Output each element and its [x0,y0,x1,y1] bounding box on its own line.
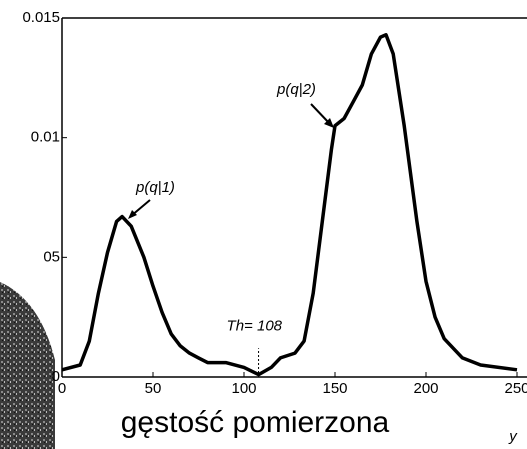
x-tick-label: 0 [58,380,66,397]
x-axis-symbol: y [508,428,518,445]
background-image [0,282,55,449]
x-tick-label: 150 [322,380,347,397]
annotation-arrow [310,103,331,125]
y-tick-label: 0.015 [22,9,60,26]
annotation-arrowhead [324,118,334,128]
data-line [61,33,518,377]
annotation: p(q|1) [135,179,175,196]
y-tick-label: 0 [52,368,60,385]
x-tick-label: 100 [231,380,256,397]
x-axis-label: gęstość pomierzona [121,406,390,439]
x-tick-label: 200 [413,380,438,397]
x-tick-label: 50 [145,380,162,397]
x-tick-label: 250 [504,380,527,397]
y-tick-label: 0.01 [31,129,60,146]
plot-area: 0 05 0.01 0.015 0 50 100 150 200 250 Th= 108 [22,9,527,397]
annotation: p(q|2) [276,81,316,98]
y-tick-label: 05 [43,248,60,265]
annotation-arrowhead [128,210,137,219]
threshold-label: Th= 108 [227,318,283,335]
